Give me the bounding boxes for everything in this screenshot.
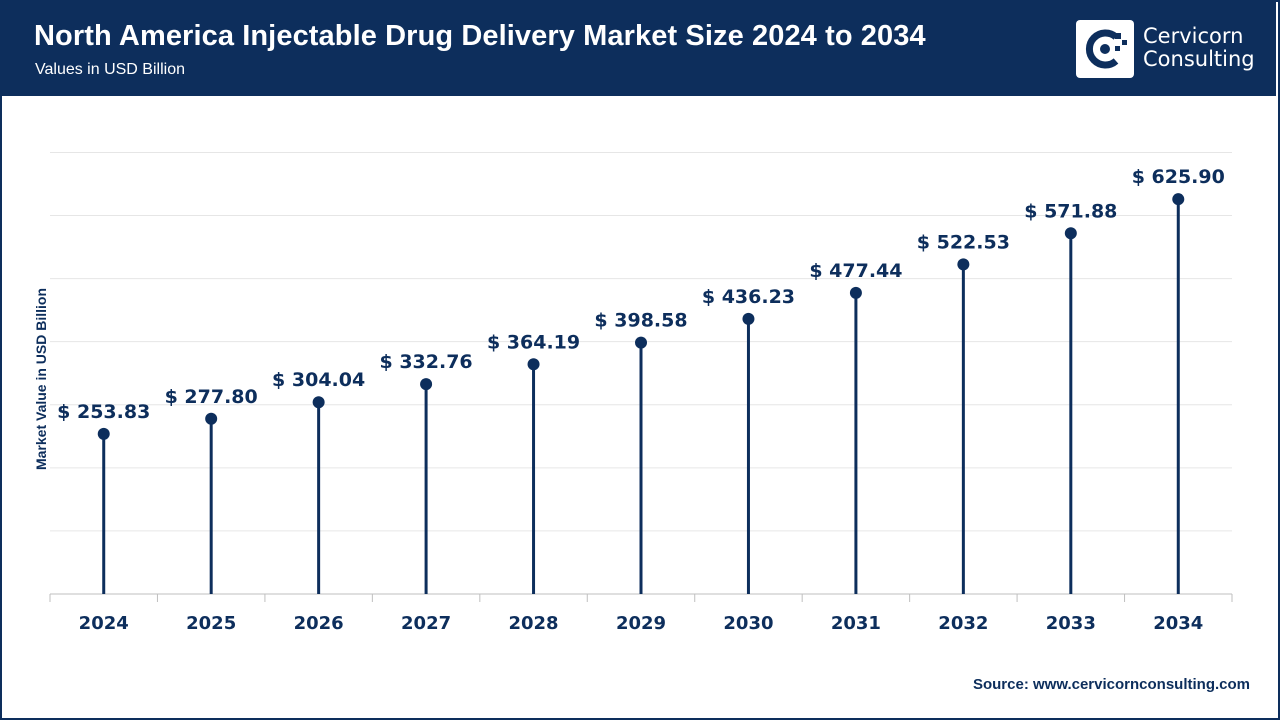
x-tick-label: 2026 [294,613,344,634]
data-label: $ 571.88 [1024,200,1117,222]
x-tick-label: 2031 [831,613,881,634]
page-subtitle: Values in USD Billion [35,61,185,78]
data-label: $ 522.53 [917,231,1010,253]
data-label: $ 398.58 [594,310,687,332]
brand-logo: Cervicorn Consulting [1076,20,1256,78]
x-tick-label: 2029 [616,613,666,634]
data-label: $ 364.19 [487,331,580,353]
data-point[interactable] [312,396,325,409]
data-label: $ 332.76 [380,351,473,373]
y-axis-title: Market Value in USD Billion [33,288,49,470]
logo-line-2: Consulting [1143,47,1255,71]
data-point[interactable] [849,286,862,299]
x-tick-label: 2028 [508,613,558,634]
x-tick-label: 2025 [186,613,236,634]
x-tick-label: 2033 [1046,613,1096,634]
data-label: $ 277.80 [165,386,258,408]
data-label: $ 625.90 [1132,166,1225,188]
data-label: $ 477.44 [809,260,902,282]
x-tick-label: 2024 [79,613,129,634]
header-bar: North America Injectable Drug Delivery M… [0,0,1276,96]
data-point[interactable] [527,358,540,371]
logo-text: Cervicorn Consulting [1143,25,1255,71]
data-point[interactable] [97,427,110,440]
data-point[interactable] [1064,227,1077,240]
data-point[interactable] [1172,193,1185,206]
x-tick-label: 2032 [938,613,988,634]
source-label: Source: [972,676,1029,693]
page-title: North America Injectable Drug Delivery M… [34,20,926,52]
x-tick-label: 2030 [723,613,773,634]
data-point[interactable] [742,312,755,325]
logo-line-1: Cervicorn [1143,24,1244,48]
data-point[interactable] [957,258,970,271]
lollipop-chart: Market Value in USD Billion $ 253.83 2024 $… [33,151,1233,634]
x-tick-label: 2027 [401,613,451,634]
data-label: $ 436.23 [702,286,795,308]
source-note: Source: www.cervicornconsulting.com [973,676,1250,693]
x-tick-label: 2034 [1153,613,1203,634]
cervicorn-logo-icon [1076,20,1134,78]
data-point[interactable] [420,378,433,391]
data-label: $ 304.04 [272,369,365,391]
source-url[interactable]: www.cervicornconsulting.com [1033,676,1250,693]
data-point[interactable] [635,336,647,349]
data-label: $ 253.83 [57,401,150,423]
data-point[interactable] [205,412,218,425]
